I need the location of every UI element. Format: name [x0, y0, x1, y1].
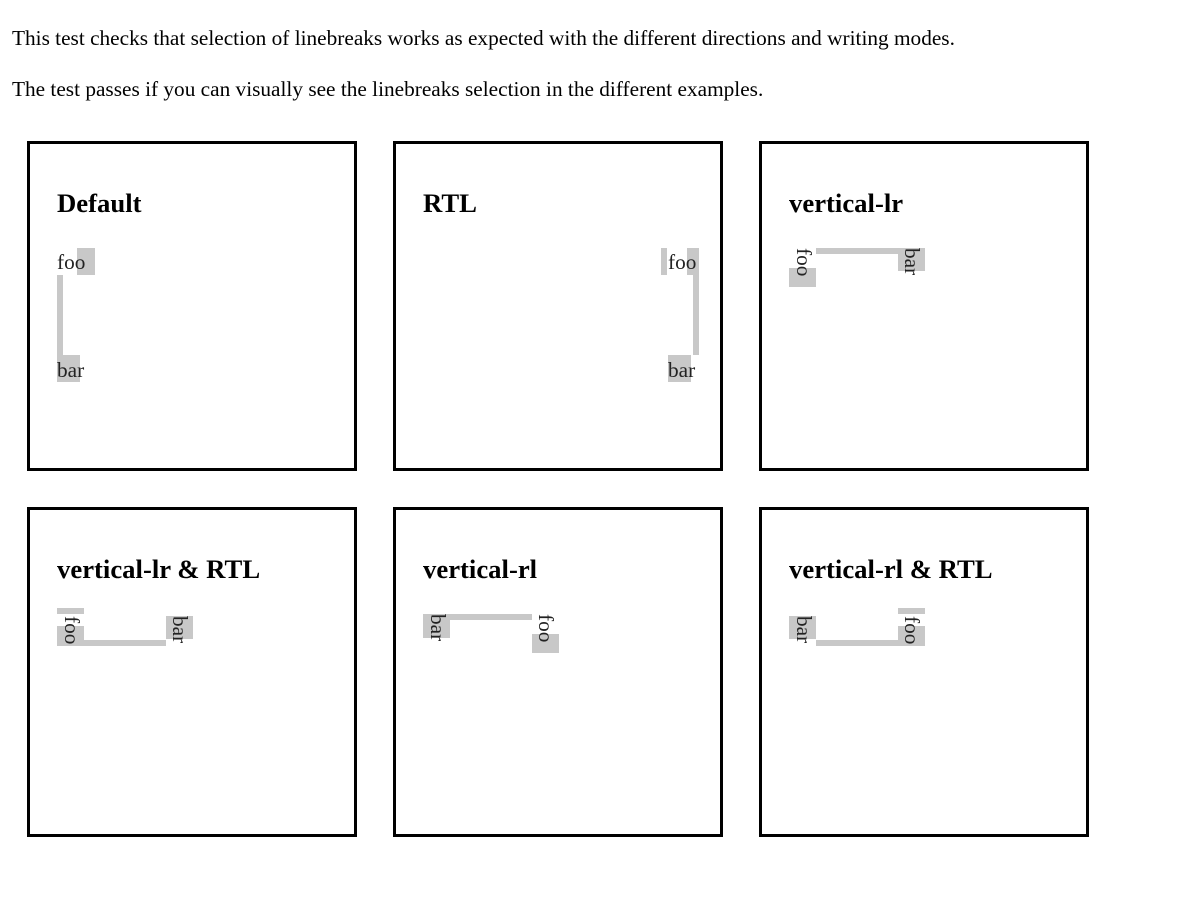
example-vertical-rl-rtl: vertical-rl & RTL bar foo — [759, 507, 1089, 837]
linebreak-selection — [57, 275, 63, 355]
linebreak-selection — [816, 248, 898, 254]
intro-line-1: This test checks that selection of lineb… — [12, 26, 955, 50]
selection-highlight — [687, 248, 699, 275]
example-vertical-lr-rtl: vertical-lr & RTL foo bar — [27, 507, 357, 837]
selection-highlight — [57, 355, 80, 382]
example-title: vertical-lr — [789, 188, 904, 218]
example-vertical-rl: vertical-rl bar foo — [393, 507, 723, 837]
selection-highlight — [57, 626, 84, 646]
word-foo[interactable]: foo — [534, 614, 558, 643]
selection-highlight — [789, 268, 816, 287]
selection-highlight — [423, 614, 450, 638]
example-title: vertical-lr & RTL — [57, 554, 261, 584]
selection-highlight — [789, 616, 816, 639]
word-bar[interactable]: bar — [900, 248, 924, 276]
word-foo[interactable]: foo — [57, 250, 86, 274]
example-vertical-lr: vertical-lr foo bar — [759, 141, 1089, 471]
selection-highlight — [898, 248, 925, 271]
word-foo[interactable]: foo — [792, 248, 816, 277]
example-title: Default — [57, 188, 142, 218]
word-bar[interactable]: bar — [168, 616, 192, 644]
linebreak-selection — [84, 640, 166, 646]
example-title: RTL — [423, 188, 477, 218]
linebreak-selection — [661, 248, 667, 275]
linebreak-selection — [57, 608, 84, 614]
word-bar[interactable]: bar — [57, 358, 85, 382]
linebreak-selection — [898, 608, 925, 614]
selection-highlight — [77, 248, 95, 275]
linebreak-selection — [693, 275, 699, 355]
example-rtl: RTL foo bar — [393, 141, 723, 471]
linebreak-selection — [450, 614, 532, 620]
selection-highlight — [898, 626, 925, 646]
word-bar[interactable]: bar — [668, 358, 696, 382]
word-foo[interactable]: foo — [900, 616, 924, 645]
example-title: vertical-rl — [423, 554, 538, 584]
linebreak-selection — [816, 640, 898, 646]
word-foo[interactable]: foo — [60, 616, 84, 645]
example-title: vertical-rl & RTL — [789, 554, 993, 584]
selection-highlight — [532, 634, 559, 653]
intro-line-2: The test passes if you can visually see … — [12, 77, 764, 101]
example-default: Default foo bar — [27, 141, 357, 471]
word-foo[interactable]: foo — [668, 250, 697, 274]
selection-highlight — [668, 355, 691, 382]
selection-highlight — [166, 616, 193, 639]
word-bar[interactable]: bar — [426, 614, 450, 642]
word-bar[interactable]: bar — [792, 616, 816, 644]
